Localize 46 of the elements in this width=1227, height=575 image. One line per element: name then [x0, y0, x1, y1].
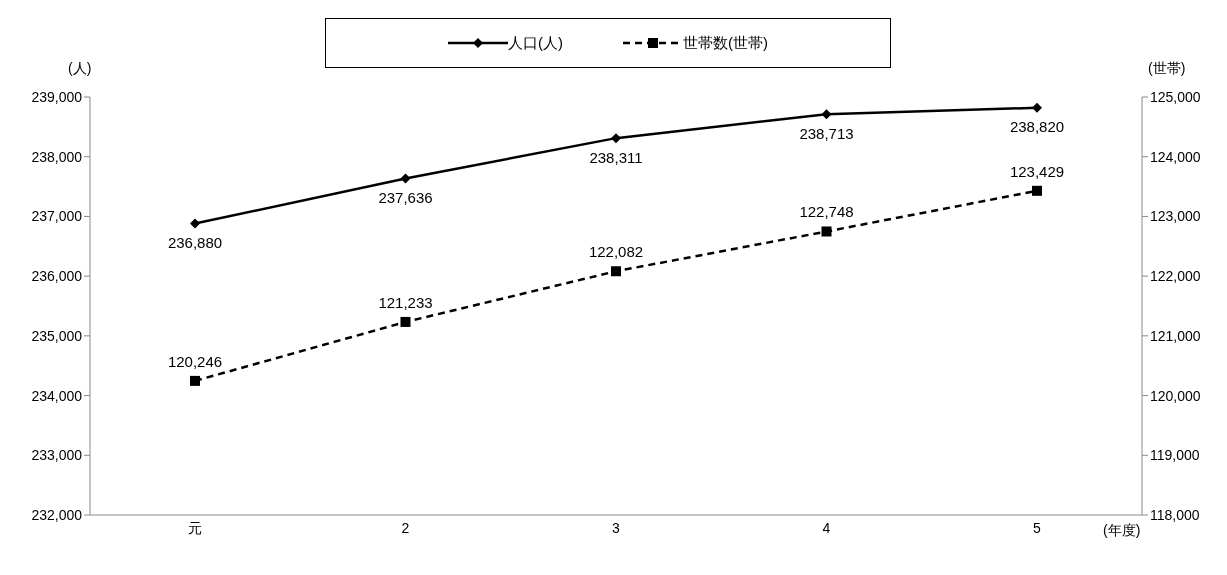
data-label: 236,880 [167, 234, 223, 252]
y2-tick-label: 121,000 [1150, 327, 1201, 344]
data-label: 122,748 [799, 203, 854, 221]
data-label: 120,246 [167, 352, 223, 370]
y2-tick-label: 120,000 [1150, 387, 1201, 404]
point [611, 266, 621, 277]
y-tick-label: 239,000 [31, 88, 83, 105]
point [400, 316, 411, 327]
x-tick-label: 2 [401, 519, 410, 536]
point [611, 133, 621, 144]
y2-tick-label: 119,000 [1150, 447, 1200, 464]
y2-tick-label: 125,000 [1150, 88, 1201, 105]
y2-tick-label: 123,000 [1150, 208, 1201, 225]
legend-label: 世帯数(世帯) [683, 33, 768, 53]
y-tick-label: 236,000 [31, 268, 83, 285]
y-tick-label: 238,000 [31, 148, 83, 165]
data-label: 238,713 [799, 124, 854, 142]
y-tick-label: 237,000 [31, 208, 83, 225]
data-label: 238,311 [589, 148, 643, 166]
data-label: 121,233 [378, 293, 433, 311]
data-label: 123,429 [1009, 162, 1065, 180]
x-tick-label: 4 [822, 519, 831, 536]
x-axis-title: (年度) [1103, 522, 1141, 540]
y-tick-label: 234,000 [31, 387, 83, 404]
y-tick-label: 233,000 [31, 447, 83, 464]
x-tick-label: 元 [188, 519, 202, 536]
y-tick-label: 232,000 [31, 506, 83, 523]
x-tick-label: 5 [1033, 519, 1042, 536]
y-axis-title: (人) [68, 60, 92, 78]
y2-tick-label: 124,000 [1150, 148, 1201, 165]
legend-label: 人口(人) [508, 33, 563, 53]
data-label: 238,820 [1009, 118, 1065, 136]
y2-axis-title: (世帯) [1148, 60, 1186, 78]
data-label: 122,082 [588, 243, 644, 261]
y2-tick-label: 122,000 [1150, 268, 1201, 285]
point [1032, 102, 1042, 113]
point [190, 218, 200, 229]
point [190, 375, 200, 386]
point [821, 109, 832, 120]
data-label: 237,636 [378, 189, 433, 207]
x-tick-label: 3 [612, 519, 621, 536]
point [821, 226, 832, 237]
point [1032, 185, 1042, 196]
point [400, 173, 411, 184]
y2-tick-label: 118,000 [1150, 506, 1200, 523]
y-tick-label: 235,000 [31, 327, 83, 344]
